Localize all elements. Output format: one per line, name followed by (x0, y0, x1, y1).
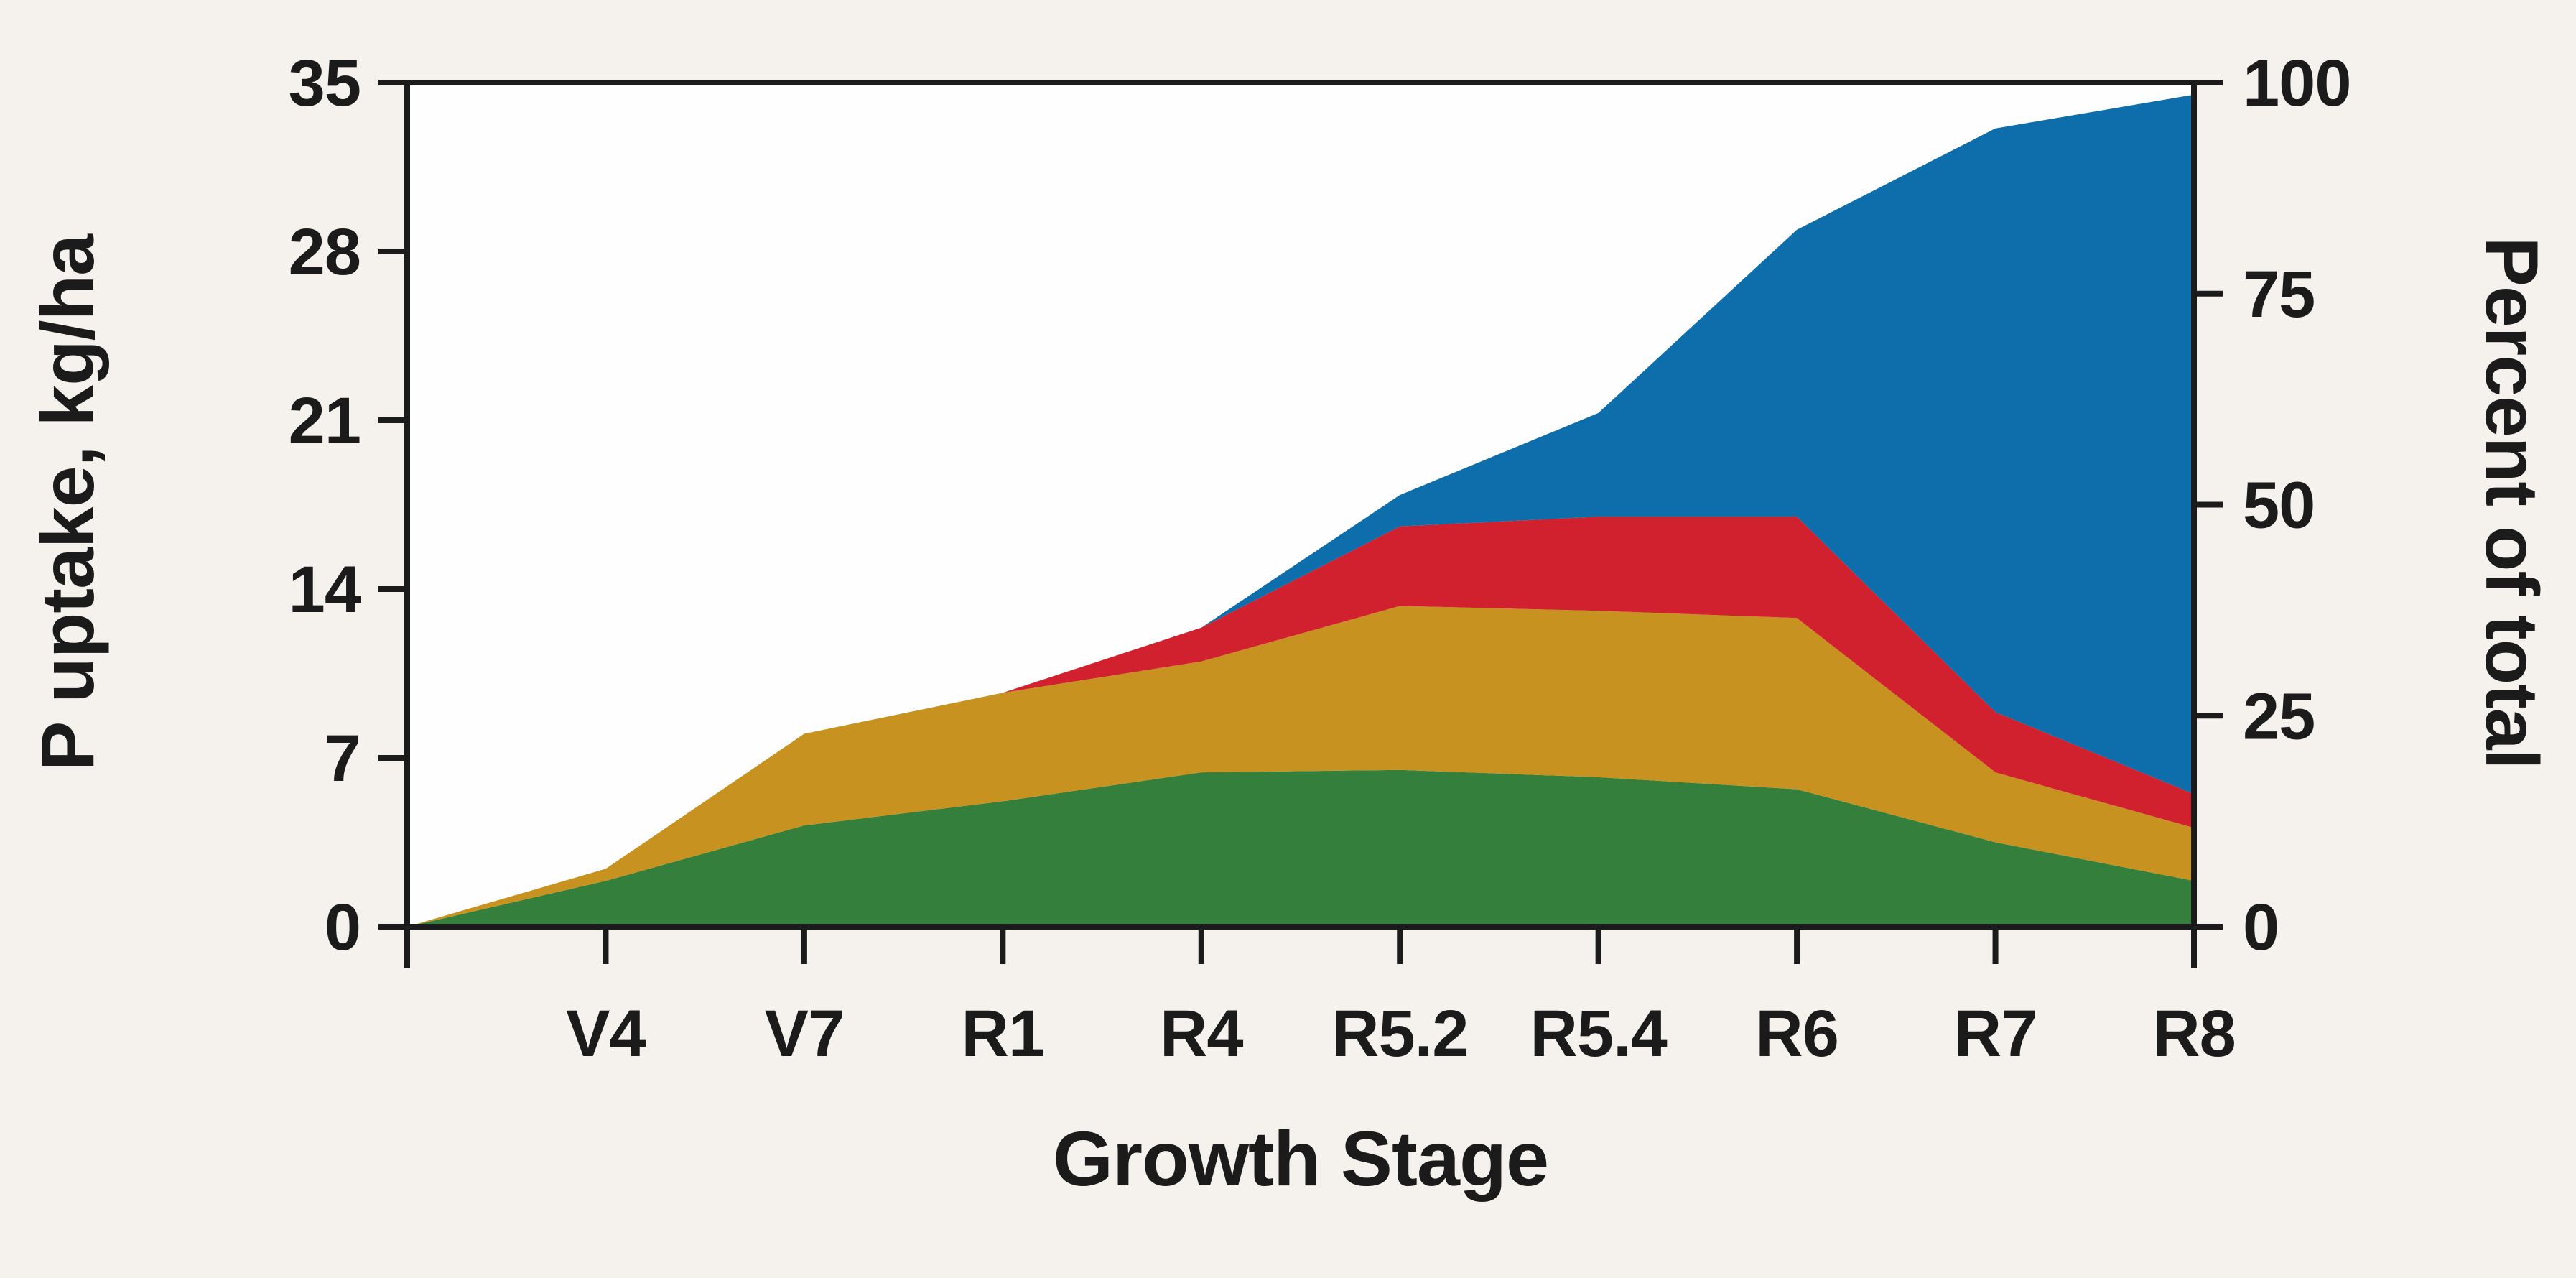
x-axis-tick-label: R8 (2152, 997, 2236, 1070)
left-axis-tick-label: 35 (289, 47, 361, 120)
x-axis-tick-label: R5.4 (1530, 997, 1667, 1070)
area-red-third-layer (407, 517, 2194, 927)
area-blue-top-layer (407, 94, 2194, 927)
left-axis-tick-label: 7 (325, 722, 361, 795)
x-axis-tick-label: V7 (765, 997, 845, 1070)
right-axis-tick-label: 50 (2243, 469, 2315, 542)
area-green-bottom-layer (407, 769, 2194, 927)
x-axis-tick-label: R5.2 (1331, 997, 1468, 1070)
x-axis-title: Growth Stage (1053, 1115, 1548, 1202)
x-axis-tick-label: R6 (1755, 997, 1838, 1070)
x-axis-tick-label: R4 (1160, 997, 1243, 1070)
y-axis-title-right: Percent of total (2470, 237, 2553, 769)
left-axis-tick-label: 28 (289, 216, 361, 289)
left-axis-tick-label: 14 (289, 553, 361, 626)
left-axis-tick-label: 21 (289, 384, 361, 458)
x-axis-tick-label: V4 (566, 997, 646, 1070)
right-axis-tick-label: 100 (2243, 47, 2351, 120)
x-axis-tick-label: R7 (1954, 997, 2037, 1070)
right-axis-tick-label: 25 (2243, 680, 2315, 753)
right-axis-tick-label: 75 (2243, 258, 2315, 331)
stacked-areas (407, 94, 2194, 927)
left-axis-tick-label: 0 (325, 891, 361, 964)
y-axis-title-left: P uptake, kg/ha (27, 233, 110, 771)
area-gold-second-layer (407, 606, 2194, 927)
axes: 0 7 14 21 28 35 0 25 50 75 100 V4 V7 R1 R4 R5.2 R5.4 R6 R7… (289, 47, 2352, 1070)
x-axis-tick-label: R1 (962, 997, 1045, 1070)
right-axis-tick-label: 0 (2243, 891, 2279, 964)
